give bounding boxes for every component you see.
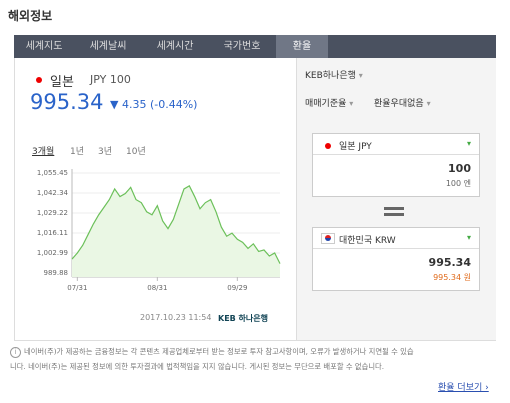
- x-tick-label: 08/31: [147, 284, 167, 292]
- y-tick-label: 1,042.34: [37, 189, 69, 197]
- bank-select[interactable]: KEB하나은행 ▾: [305, 71, 363, 81]
- y-tick-label: 1,016.11: [37, 229, 68, 237]
- tab[interactable]: 국가번호: [223, 41, 261, 52]
- y-tick-label: 1,002.99: [37, 249, 68, 257]
- y-tick-label: 1,029.22: [37, 209, 68, 217]
- from-currency: 일본 JPY: [339, 142, 372, 152]
- flag-kr: [321, 233, 335, 244]
- tab-bar: [14, 35, 496, 58]
- divider: [313, 154, 479, 155]
- dropdown: ▾: [466, 139, 471, 148]
- y-tick-label: 989.88: [44, 269, 69, 277]
- change: ▼ 4.35 (-0.44%): [110, 98, 198, 111]
- period[interactable]: 3개월: [32, 147, 55, 157]
- right-pane: [296, 58, 496, 340]
- rate-type: 매매기준율: [305, 99, 347, 109]
- period[interactable]: 10년: [126, 147, 146, 157]
- disclaimer: 니다. 네이버(주)는 제공된 정보에 의한 투자결과에 법적책임을 지지 않습…: [10, 362, 385, 371]
- tab[interactable]: 환율: [292, 41, 312, 52]
- flag-kr-dot: [325, 235, 331, 241]
- x-tick-label: 07/31: [67, 284, 87, 292]
- price: 995.34: [30, 90, 104, 114]
- to-box[interactable]: 대한민국 KRW ▾ 995.34 995.34 원: [312, 227, 480, 291]
- info-icon: i: [10, 347, 21, 358]
- line: [71, 185, 281, 264]
- from-text: 100 엔: [445, 179, 471, 188]
- discount: 환율우대없음: [374, 99, 424, 109]
- tab[interactable]: 세계날씨: [89, 41, 127, 52]
- disclaimer: 네이버(주)가 제공하는 금융정보는 각 콘텐츠 제공업체로부터 받는 정보로 …: [24, 347, 414, 356]
- tab-active-bg: [276, 35, 328, 58]
- timestamp: 2017.10.23 11:54: [140, 313, 212, 322]
- tab[interactable]: 세계시간: [156, 41, 194, 52]
- area: [72, 185, 280, 277]
- to-text: 995.34 원: [433, 273, 471, 282]
- bank-logo: KEB 하나은행: [218, 314, 268, 323]
- currency: JPY 100: [90, 73, 131, 86]
- to-amount: 995.34: [428, 256, 471, 269]
- more-link[interactable]: 환율 더보기 ›: [438, 383, 489, 393]
- divider: [313, 248, 479, 249]
- from-amount: 100: [448, 162, 471, 175]
- bank: KEB하나은행: [305, 71, 356, 81]
- discount-select[interactable]: 환율우대없음 ▾: [374, 99, 431, 109]
- x-tick-label: 09/29: [227, 284, 247, 292]
- y-tick-label: 1,055.45: [37, 169, 68, 177]
- equals: [384, 207, 404, 210]
- period[interactable]: 3년: [98, 147, 113, 157]
- country: 일본: [50, 75, 74, 90]
- flag-jp: [36, 77, 42, 83]
- from-box[interactable]: 일본 JPY ▾ 100 100 엔: [312, 133, 480, 197]
- dropdown: ▾: [466, 233, 471, 242]
- flag-jp: [325, 143, 331, 149]
- chart: 989.88 1,002.99 1,016.11 1,029.22 1,042.34 1,…: [37, 169, 281, 292]
- tab[interactable]: 세계지도: [25, 41, 63, 52]
- rate-select[interactable]: 매매기준율 ▾: [305, 99, 354, 109]
- period[interactable]: 1년: [70, 147, 85, 157]
- to-currency: 대한민국 KRW: [339, 236, 396, 246]
- title: 해외정보: [8, 9, 53, 23]
